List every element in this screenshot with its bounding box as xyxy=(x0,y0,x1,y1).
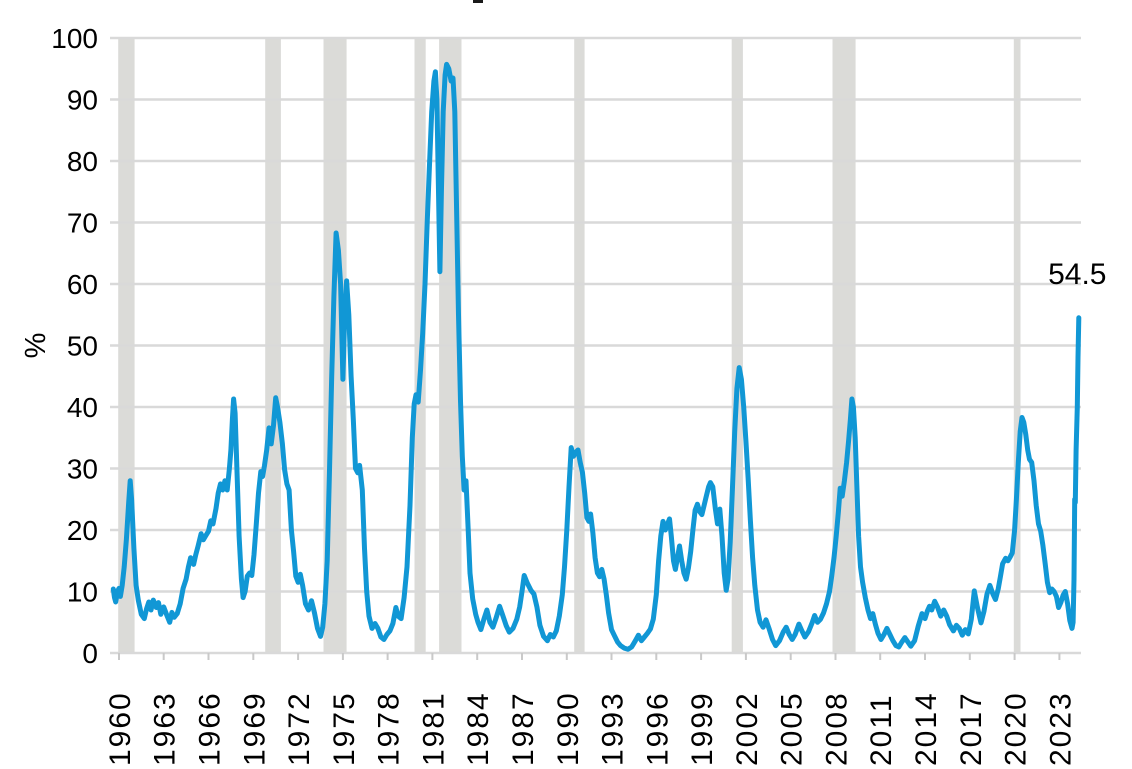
x-tick-label: 1960 xyxy=(104,691,137,766)
x-tick-label: 2020 xyxy=(1000,691,1033,766)
data-line xyxy=(110,61,1082,652)
x-tick-label: 1993 xyxy=(597,691,630,766)
y-tick-label: 40 xyxy=(67,392,98,423)
y-tick-label: 10 xyxy=(67,577,98,608)
y-tick-labels: 0 10 20 30 40 50 60 70 80 90 100 xyxy=(51,23,98,669)
x-tick-label: 1969 xyxy=(238,691,271,766)
x-tick-label: 1996 xyxy=(641,691,674,766)
x-axis-ticks xyxy=(118,653,1061,660)
x-tick-label: 2011 xyxy=(865,693,898,766)
x-tick-label: 1978 xyxy=(373,691,406,766)
x-tick-labels: 1960 1963 1966 1969 1972 1975 1978 1981 1984 1987… xyxy=(104,691,1077,766)
y-tick-label: 20 xyxy=(67,515,98,546)
x-tick-label: 1981 xyxy=(417,691,450,766)
x-tick-label: 1972 xyxy=(283,691,316,766)
x-tick-label: 1990 xyxy=(552,691,585,766)
x-tick-label: 2008 xyxy=(821,691,854,766)
y-tick-label: 50 xyxy=(67,331,98,362)
y-axis-title: % xyxy=(20,333,52,359)
x-tick-label: 1999 xyxy=(686,691,719,766)
x-tick-label: 2005 xyxy=(776,691,809,766)
x-tick-label: 2002 xyxy=(731,691,764,766)
x-tick-label: 1963 xyxy=(149,691,182,766)
x-tick-label: 1984 xyxy=(462,691,495,766)
x-tick-label: 1966 xyxy=(194,691,227,766)
y-tick-label: 100 xyxy=(51,23,98,54)
x-tick-label: 1975 xyxy=(328,691,361,766)
y-tick-label: 70 xyxy=(67,208,98,239)
clipped-title-fragment xyxy=(473,0,483,3)
y-tick-label: 0 xyxy=(82,638,98,669)
x-tick-label: 2014 xyxy=(910,691,943,766)
y-tick-label: 80 xyxy=(67,146,98,177)
gridlines xyxy=(110,36,1081,655)
y-tick-label: 30 xyxy=(67,454,98,485)
last-value-annotation: 54.5 xyxy=(1048,258,1106,291)
y-tick-label: 90 xyxy=(67,85,98,116)
x-tick-label: 2017 xyxy=(955,691,988,766)
x-tick-label: 1987 xyxy=(507,691,540,766)
x-tick-label: 2023 xyxy=(1044,691,1077,766)
y-tick-label: 60 xyxy=(67,269,98,300)
